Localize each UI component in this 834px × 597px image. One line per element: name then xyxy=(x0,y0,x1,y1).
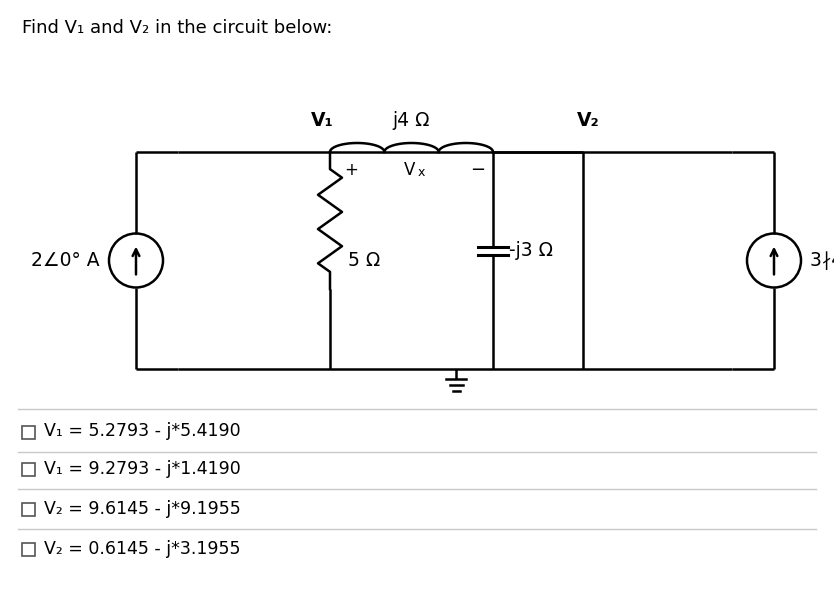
Text: -j3 Ω: -j3 Ω xyxy=(509,241,553,260)
Text: V₁ = 5.2793 - j*5.4190: V₁ = 5.2793 - j*5.4190 xyxy=(44,423,241,441)
Text: V₁: V₁ xyxy=(310,111,334,130)
FancyBboxPatch shape xyxy=(22,463,35,476)
Text: Find V₁ and V₂ in the circuit below:: Find V₁ and V₂ in the circuit below: xyxy=(22,19,333,37)
Text: V₂ = 9.6145 - j*9.1955: V₂ = 9.6145 - j*9.1955 xyxy=(44,500,241,518)
FancyBboxPatch shape xyxy=(22,543,35,556)
FancyBboxPatch shape xyxy=(22,503,35,516)
Text: V₁ = 9.2793 - j*1.4190: V₁ = 9.2793 - j*1.4190 xyxy=(44,460,241,478)
Text: 5 Ω: 5 Ω xyxy=(348,251,380,270)
Text: V: V xyxy=(404,161,415,179)
Text: j4 Ω: j4 Ω xyxy=(393,111,430,130)
Text: −: − xyxy=(470,161,485,179)
Text: 3∤45° A: 3∤45° A xyxy=(810,251,834,270)
Text: 2∠0° A: 2∠0° A xyxy=(32,251,100,270)
FancyBboxPatch shape xyxy=(22,426,35,439)
Text: +: + xyxy=(344,161,358,179)
Text: x: x xyxy=(418,167,425,180)
Text: V₂: V₂ xyxy=(576,111,600,130)
Text: V₂ = 0.6145 - j*3.1955: V₂ = 0.6145 - j*3.1955 xyxy=(44,540,240,558)
